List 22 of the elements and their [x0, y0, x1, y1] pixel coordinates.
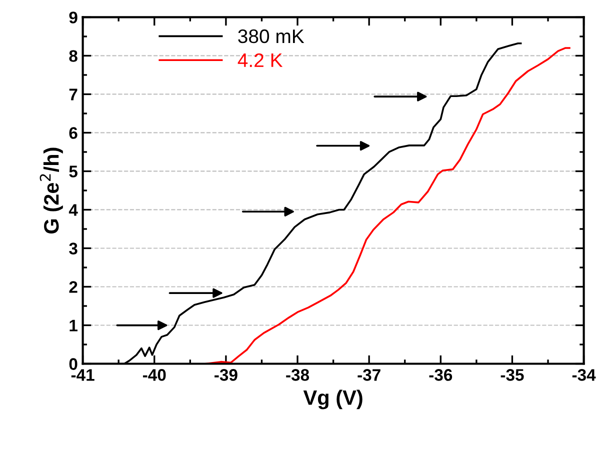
x-tick-label: -41: [71, 369, 94, 381]
y-tick-label: 3: [69, 242, 78, 254]
legend-label: 380 mK: [238, 29, 304, 44]
y-axis-title: G (2e$^{2}$/h): [40, 148, 63, 234]
y-tick-label: 6: [69, 127, 78, 139]
y-tick-label: 8: [69, 50, 78, 62]
x-tick-label: -39: [214, 369, 238, 381]
y-tick-label: 1: [70, 320, 78, 332]
y-tick-label: 0: [69, 358, 78, 370]
x-tick-label: -34: [572, 369, 596, 381]
y-tick-label: 4: [68, 204, 78, 216]
x-tick-label: -38: [286, 369, 310, 381]
y-tick-label: 5: [69, 166, 78, 178]
x-tick-label: -35: [500, 369, 524, 381]
x-tick-label: -36: [429, 369, 452, 381]
legend-label: 4.2 K: [238, 53, 283, 67]
y-tick-label: 9: [69, 12, 78, 24]
x-axis-title: Vg (V): [303, 390, 362, 410]
x-tick-label: -40: [142, 369, 166, 381]
x-tick-label: -37: [358, 369, 380, 381]
y-tick-label: 7: [69, 88, 78, 100]
y-tick-label: 2: [69, 281, 78, 293]
